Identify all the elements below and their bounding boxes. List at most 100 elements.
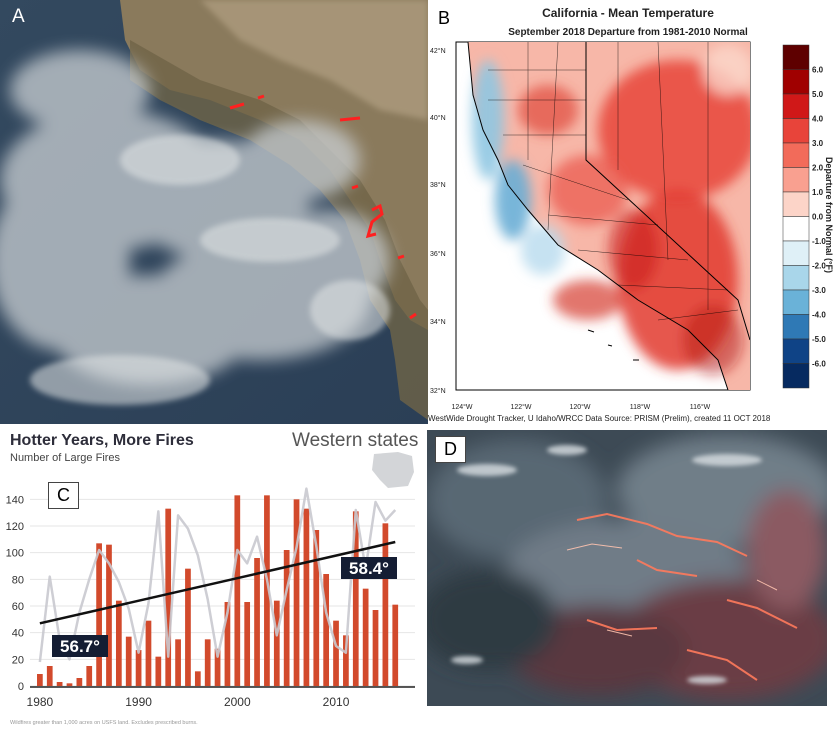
map-credit: WestWide Drought Tracker, U Idaho/WRCC D…	[428, 414, 771, 423]
bar	[46, 666, 53, 686]
bar	[293, 499, 300, 686]
svg-text:120°W: 120°W	[569, 403, 590, 411]
bar	[165, 508, 172, 686]
temperature-departure-map-panel: California - Mean Temperature September …	[428, 0, 837, 424]
bar	[66, 683, 73, 686]
bar	[175, 639, 181, 686]
bar	[106, 544, 112, 686]
temperature-line	[38, 487, 397, 663]
panel-letter: B	[438, 8, 451, 28]
bar	[125, 636, 132, 686]
western-states-map-icon	[372, 452, 414, 488]
colorbar-swatch	[782, 142, 810, 168]
colorbar-swatch	[782, 167, 810, 193]
svg-text:42°N: 42°N	[430, 47, 446, 55]
colorbar-swatch	[782, 44, 810, 70]
bar	[135, 650, 142, 686]
y-tick-label: 140	[6, 494, 24, 506]
colorbar-swatch	[782, 216, 810, 242]
fire-landscape-image	[427, 430, 827, 706]
bar	[56, 682, 63, 686]
bar	[155, 656, 162, 686]
x-tick-label: 1980	[27, 695, 54, 709]
bar	[185, 568, 191, 686]
bar	[194, 671, 201, 686]
bar	[273, 600, 280, 686]
y-tick-label: 0	[18, 681, 24, 693]
temperature-label-box	[341, 557, 397, 579]
svg-text:32°N: 32°N	[430, 387, 446, 395]
bar	[224, 602, 231, 686]
bar	[96, 543, 102, 686]
colorbar-tick-label: 3.0	[812, 139, 824, 148]
colorbar-tick-label: -2.0	[812, 262, 826, 271]
temperature-map: California - Mean Temperature September …	[428, 6, 834, 423]
svg-text:40°N: 40°N	[430, 114, 446, 122]
bar	[392, 604, 399, 686]
y-tick-label: 60	[12, 601, 24, 613]
bar	[86, 666, 93, 686]
colorbar-swatch	[782, 314, 810, 340]
bar	[313, 530, 320, 686]
x-tick-label: 2010	[323, 695, 350, 709]
colorbar-title: Departure from Normal (°F)	[824, 157, 834, 273]
x-tick-label: 2000	[224, 695, 251, 709]
svg-text:34°N: 34°N	[430, 318, 446, 326]
colorbar-swatch	[782, 289, 810, 315]
bar	[362, 588, 369, 686]
smoke-satellite-image	[0, 0, 428, 424]
colorbar-swatch	[782, 93, 810, 119]
fire-landscape-image-panel: D	[427, 430, 827, 706]
panel-letter: A	[12, 6, 25, 27]
longitude-labels: 124°W 122°W 120°W 118°W 116°W	[451, 403, 710, 411]
colorbar-tick-label: 2.0	[812, 164, 824, 173]
bar	[37, 674, 43, 686]
panel-letter: C	[48, 482, 79, 509]
bar	[333, 620, 339, 686]
panel-letter: D	[435, 436, 466, 463]
colorbar-tick-label: 4.0	[812, 115, 824, 124]
bar	[145, 620, 152, 686]
map-title: California - Mean Temperature	[542, 6, 714, 20]
colorbar-tick-label: -6.0	[812, 360, 826, 369]
fires-chart-panel: Hotter Years, More Fires Number of Large…	[0, 424, 425, 732]
colorbar-swatch	[782, 118, 810, 144]
colorbar-tick-label: -4.0	[812, 311, 826, 320]
chart-subtitle: Number of Large Fires	[10, 452, 121, 464]
bar	[254, 558, 260, 686]
colorbar-tick-label: 6.0	[812, 66, 824, 75]
bar	[76, 678, 83, 686]
y-tick-label: 120	[6, 521, 24, 533]
bar	[303, 508, 310, 686]
trend-line	[39, 540, 396, 625]
colorbar-swatch	[782, 69, 810, 95]
bar	[115, 600, 122, 686]
temperature-label-box	[52, 635, 108, 657]
region-label: Western states	[292, 430, 419, 451]
colorbar-tick-label: -1.0	[812, 237, 826, 246]
bar	[244, 602, 251, 686]
svg-text:118°W: 118°W	[630, 403, 651, 411]
y-tick-label: 20	[12, 654, 24, 666]
colorbar-swatch	[782, 265, 810, 291]
bar	[234, 495, 241, 686]
chart-title: Hotter Years, More Fires	[10, 432, 194, 449]
bar	[264, 495, 270, 686]
colorbar-swatch	[782, 363, 810, 389]
bar	[382, 523, 389, 686]
bar	[214, 648, 221, 686]
y-tick-label: 80	[12, 574, 24, 586]
chart-footnote: Wildfires greater than 1,000 acres on US…	[10, 720, 198, 726]
svg-text:116°W: 116°W	[690, 403, 711, 411]
bar	[204, 639, 211, 686]
colorbar-tick-label: -5.0	[812, 335, 826, 344]
bar	[283, 550, 290, 686]
svg-text:38°N: 38°N	[430, 181, 446, 189]
y-tick-label: 40	[12, 628, 24, 640]
colorbar: 6.0 5.0 4.0 3.0 2.0 1.0 0.0 -1.0 -2.0 -3.0 -4.0 -5.…	[782, 44, 826, 389]
latitude-labels: 42°N 40°N 38°N 36°N 34°N 32°N	[430, 47, 446, 395]
temperature-label: 58.4°	[349, 559, 389, 578]
colorbar-tick-label: 5.0	[812, 90, 824, 99]
bar	[352, 511, 359, 686]
svg-text:122°W: 122°W	[510, 403, 531, 411]
